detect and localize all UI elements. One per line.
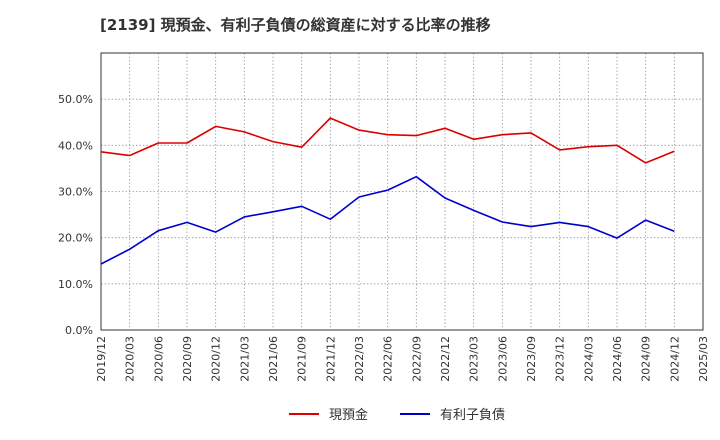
series-line-1 [100, 117, 675, 164]
x-tick-label: 2021/12 [324, 336, 337, 382]
x-tick-label: 2025/03 [697, 336, 710, 382]
legend-label-2: 有利子負債 [440, 408, 505, 423]
legend: 現預金 有利子負債 [289, 407, 505, 423]
x-tick-label: 2020/12 [210, 336, 223, 382]
x-tick-label: 2021/06 [267, 336, 280, 382]
legend-label-1: 現預金 [329, 407, 368, 423]
series-lines [100, 117, 675, 265]
x-tick-label: 2022/06 [382, 336, 395, 382]
plot-frame [100, 52, 704, 331]
x-tick-label: 2024/09 [640, 336, 653, 382]
x-tick-label: 2020/03 [124, 336, 137, 382]
x-tick-label: 2023/03 [468, 336, 481, 382]
y-tick-label: 30.0% [58, 186, 93, 199]
x-tick-label: 2019/12 [95, 336, 108, 382]
x-tick-label: 2022/03 [353, 336, 366, 382]
series-line-2 [100, 175, 675, 265]
x-tick-label: 2023/09 [525, 336, 538, 382]
x-axis: 2019/12 2020/03 2020/06 2020/09 2020/12 2021/… [95, 336, 710, 382]
y-tick-label: 10.0% [58, 278, 93, 291]
x-tick-label: 2024/03 [582, 336, 595, 382]
x-tick-label: 2022/12 [439, 336, 452, 382]
x-tick-label: 2021/03 [238, 336, 251, 382]
y-axis: 0.0% 10.0% 20.0% 30.0% 40.0% 50.0% [58, 93, 93, 337]
x-tick-label: 2022/09 [410, 336, 423, 382]
x-tick-label: 2021/09 [296, 336, 309, 382]
chart-title: [2139] 現預金、有利子負債の総資産に対する比率の推移 [100, 16, 491, 34]
x-tick-label: 2020/06 [152, 336, 165, 382]
x-tick-label: 2024/12 [668, 336, 681, 382]
grid [101, 53, 703, 330]
x-tick-label: 2020/09 [181, 336, 194, 382]
y-tick-label: 20.0% [58, 232, 93, 245]
x-tick-label: 2023/12 [554, 336, 567, 382]
x-tick-label: 2024/06 [611, 336, 624, 382]
y-tick-label: 50.0% [58, 93, 93, 106]
y-tick-label: 40.0% [58, 139, 93, 152]
x-tick-label: 2023/06 [496, 336, 509, 382]
y-tick-label: 0.0% [65, 324, 93, 337]
